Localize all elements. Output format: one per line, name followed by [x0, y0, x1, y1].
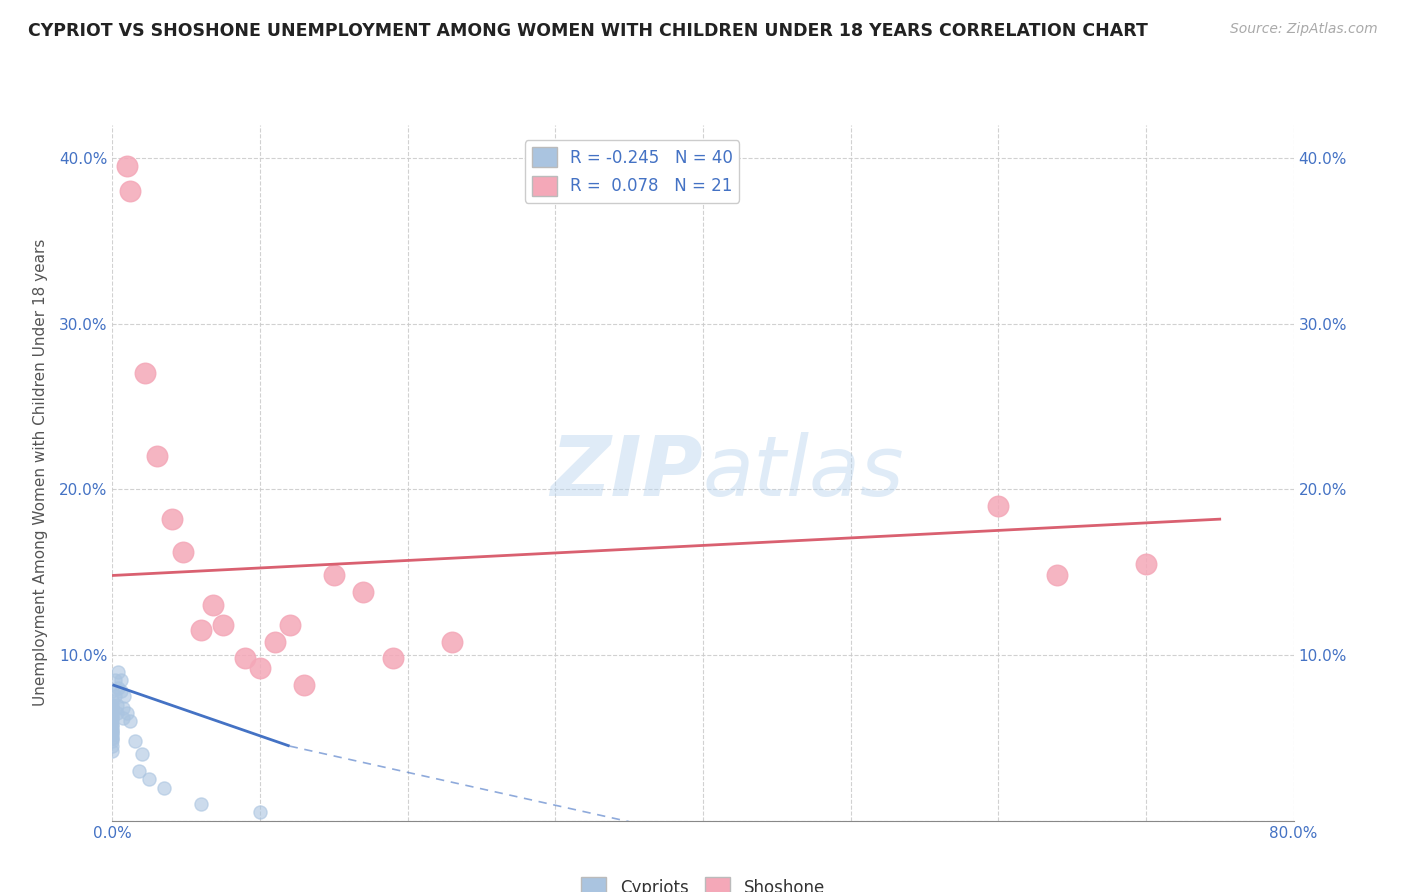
Text: ZIP: ZIP	[550, 433, 703, 513]
Point	[101, 739, 124, 753]
Point	[278, 618, 301, 632]
Point	[105, 706, 128, 720]
Text: Source: ZipAtlas.com: Source: ZipAtlas.com	[1230, 22, 1378, 37]
Point	[101, 723, 124, 737]
Point	[292, 678, 315, 692]
Point	[124, 734, 146, 748]
Point	[146, 449, 169, 463]
Point	[101, 719, 124, 733]
Point	[987, 499, 1010, 513]
Point	[101, 734, 124, 748]
Point	[101, 723, 124, 737]
Point	[131, 747, 153, 762]
Point	[110, 684, 132, 698]
Point	[160, 512, 183, 526]
Point	[112, 690, 135, 704]
Point	[212, 618, 235, 632]
Point	[134, 367, 156, 381]
Point	[101, 731, 124, 745]
Point	[105, 698, 128, 712]
Point	[111, 701, 134, 715]
Point	[128, 764, 150, 778]
Point	[1135, 557, 1157, 571]
Point	[101, 701, 124, 715]
Y-axis label: Unemployment Among Women with Children Under 18 years: Unemployment Among Women with Children U…	[32, 239, 48, 706]
Legend: Cypriots, Shoshone: Cypriots, Shoshone	[575, 871, 831, 892]
Point	[101, 711, 124, 725]
Point	[104, 690, 127, 704]
Point	[249, 661, 271, 675]
Point	[107, 665, 129, 679]
Point	[249, 805, 271, 820]
Text: atlas: atlas	[703, 433, 904, 513]
Point	[201, 599, 224, 613]
Point	[264, 634, 287, 648]
Point	[101, 731, 124, 745]
Point	[111, 711, 134, 725]
Point	[101, 709, 124, 723]
Point	[441, 634, 464, 648]
Point	[153, 780, 176, 795]
Point	[101, 726, 124, 740]
Point	[1046, 568, 1069, 582]
Point	[101, 714, 124, 729]
Point	[120, 714, 142, 729]
Point	[172, 545, 194, 559]
Point	[117, 706, 138, 720]
Point	[120, 184, 142, 198]
Point	[382, 651, 405, 665]
Point	[104, 673, 127, 687]
Point	[101, 706, 124, 720]
Point	[101, 727, 124, 741]
Point	[101, 744, 124, 758]
Point	[190, 797, 212, 811]
Point	[138, 772, 160, 787]
Point	[101, 694, 124, 708]
Text: CYPRIOT VS SHOSHONE UNEMPLOYMENT AMONG WOMEN WITH CHILDREN UNDER 18 YEARS CORREL: CYPRIOT VS SHOSHONE UNEMPLOYMENT AMONG W…	[28, 22, 1147, 40]
Point	[190, 623, 212, 637]
Point	[101, 717, 124, 731]
Point	[323, 568, 346, 582]
Point	[117, 159, 138, 173]
Point	[101, 698, 124, 712]
Point	[107, 681, 129, 695]
Point	[233, 651, 256, 665]
Point	[101, 701, 124, 715]
Point	[101, 684, 124, 698]
Point	[110, 673, 132, 687]
Point	[352, 585, 374, 599]
